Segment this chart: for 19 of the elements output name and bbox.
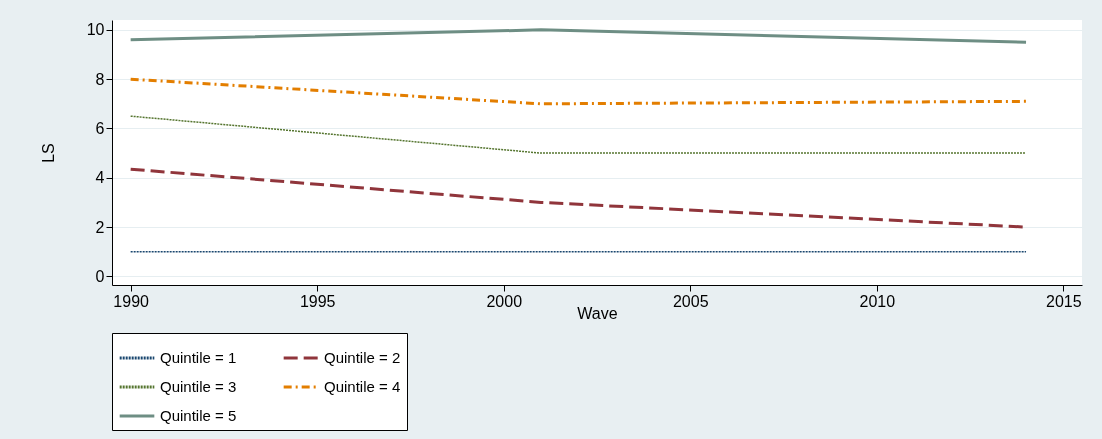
legend-label: Quintile = 5 <box>160 407 237 424</box>
x-axis-title: Wave <box>577 304 618 322</box>
x-tick-label: 2005 <box>672 292 709 310</box>
legend-label: Quintile = 2 <box>324 349 401 366</box>
x-tick-label: 1990 <box>113 292 150 310</box>
legend-label: Quintile = 1 <box>160 349 237 366</box>
legend-label: Quintile = 3 <box>160 378 237 395</box>
x-tick-label: 2015 <box>1046 292 1082 310</box>
y-tick-label: 8 <box>95 70 105 88</box>
x-tick-label: 2010 <box>859 292 896 310</box>
y-tick-label: 0 <box>95 267 105 285</box>
x-tick-label: 2000 <box>486 292 523 310</box>
y-tick-label: 2 <box>95 218 105 236</box>
legend-label: Quintile = 4 <box>324 378 401 395</box>
y-tick-label: 6 <box>95 119 105 137</box>
x-tick-label: 1995 <box>299 292 336 310</box>
y-axis-title: LS <box>39 143 57 163</box>
y-tick-label: 10 <box>86 21 105 39</box>
y-tick-label: 4 <box>95 169 105 187</box>
